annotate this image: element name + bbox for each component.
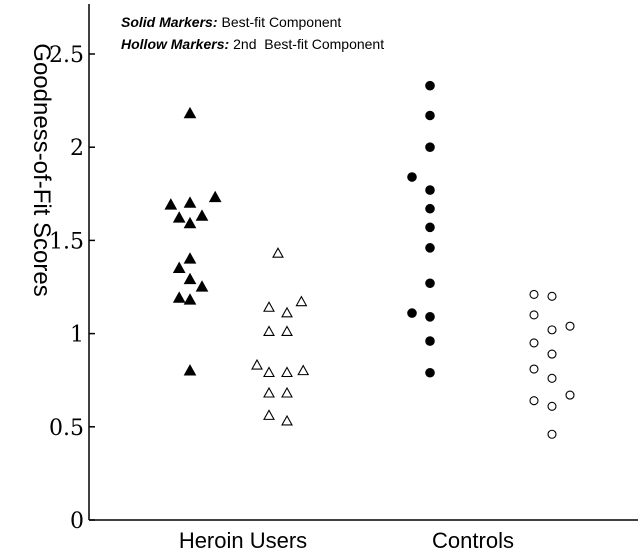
hollow-triangle-marker xyxy=(263,301,275,312)
hollow-triangle-marker xyxy=(281,325,293,337)
hollow-circle-marker xyxy=(547,429,557,439)
solid-triangle-marker xyxy=(172,211,186,223)
category-label: Heroin Users xyxy=(179,528,307,553)
solid-circle-marker xyxy=(425,185,435,195)
solid-circle-marker xyxy=(425,243,435,253)
legend-solid-text: Best-fit Component xyxy=(221,14,341,30)
solid-triangle-marker xyxy=(183,252,197,264)
legend: Solid Markers: Best-fit Component Hollow … xyxy=(121,14,384,52)
legend-hollow-title: Hollow Markers: xyxy=(121,36,229,52)
y-tick-label: 0 xyxy=(70,509,84,534)
hollow-circle-marker xyxy=(529,289,539,300)
hollow-circle-marker xyxy=(529,310,539,320)
hollow-circle-marker xyxy=(547,401,557,411)
y-axis-label: Goodness-of-Fit Scores xyxy=(28,43,55,296)
solid-circle-marker xyxy=(425,336,435,346)
hollow-circle-marker xyxy=(547,325,557,335)
hollow-circle-marker xyxy=(529,396,539,406)
hollow-circle-marker xyxy=(529,338,539,348)
hollow-circle-marker xyxy=(547,349,557,359)
axes xyxy=(88,4,638,521)
hollow-circle-marker xyxy=(565,390,575,400)
solid-triangle-marker xyxy=(183,364,197,376)
hollow-circle-marker xyxy=(565,321,575,331)
solid-triangle-marker xyxy=(164,198,178,210)
hollow-triangle-marker xyxy=(281,414,293,426)
y-ticks: 0 0.5 1 1.5 2 2.5 xyxy=(49,43,95,534)
solid-circle-marker xyxy=(407,308,417,318)
solid-triangle-marker xyxy=(195,280,209,292)
hollow-triangle-marker xyxy=(297,364,310,376)
solid-triangle-marker xyxy=(195,209,209,221)
solid-triangle-marker xyxy=(183,293,197,305)
solid-triangle-marker xyxy=(183,106,197,119)
solid-circle-marker xyxy=(425,80,435,91)
hollow-circle-marker xyxy=(529,364,539,374)
solid-triangle-marker xyxy=(208,190,222,203)
y-tick-label: 2 xyxy=(70,136,84,161)
solid-circle-marker xyxy=(425,203,435,214)
solid-triangle-marker xyxy=(183,196,197,208)
hollow-triangle-marker xyxy=(281,386,293,398)
solid-triangle-marker xyxy=(183,216,197,229)
solid-circle-marker xyxy=(425,278,435,289)
hollow-circle-marker xyxy=(547,373,557,383)
hollow-triangle-marker xyxy=(272,247,284,258)
hollow-triangle-marker xyxy=(263,386,275,398)
y-tick-label: 1 xyxy=(70,323,84,348)
solid-circle-marker xyxy=(425,367,435,378)
hollow-circle-marker xyxy=(547,291,557,301)
legend-hollow-text: 2nd Best-fit Component xyxy=(233,36,384,52)
hollow-triangle-marker xyxy=(281,366,293,378)
category-labels: Heroin Users Controls xyxy=(179,528,514,553)
hollow-triangle-marker xyxy=(263,409,275,420)
legend-line-1: Solid Markers: Best-fit Component xyxy=(121,14,341,30)
hollow-triangle-marker xyxy=(263,325,275,337)
y-tick-label: 0.5 xyxy=(49,416,84,441)
y-tick-label: 1.5 xyxy=(49,229,84,254)
legend-line-2: Hollow Markers: 2nd Best-fit Component xyxy=(121,36,384,52)
solid-triangle-marker xyxy=(183,272,197,285)
hollow-triangle-marker xyxy=(263,366,275,378)
solid-circle-marker xyxy=(407,172,417,182)
legend-solid-title: Solid Markers: xyxy=(121,14,217,30)
hollow-triangle-marker xyxy=(281,306,293,318)
solid-circle-marker xyxy=(425,110,435,121)
solid-circle-marker xyxy=(425,312,435,322)
hollow-triangle-marker xyxy=(251,358,263,370)
category-label: Controls xyxy=(432,528,514,553)
solid-triangle-marker xyxy=(172,291,186,303)
y-tick-label: 2.5 xyxy=(49,43,84,68)
solid-circle-marker xyxy=(425,142,435,152)
data-points xyxy=(164,80,575,439)
solid-triangle-marker xyxy=(172,261,186,273)
hollow-triangle-marker xyxy=(295,295,308,307)
solid-circle-marker xyxy=(425,222,435,233)
